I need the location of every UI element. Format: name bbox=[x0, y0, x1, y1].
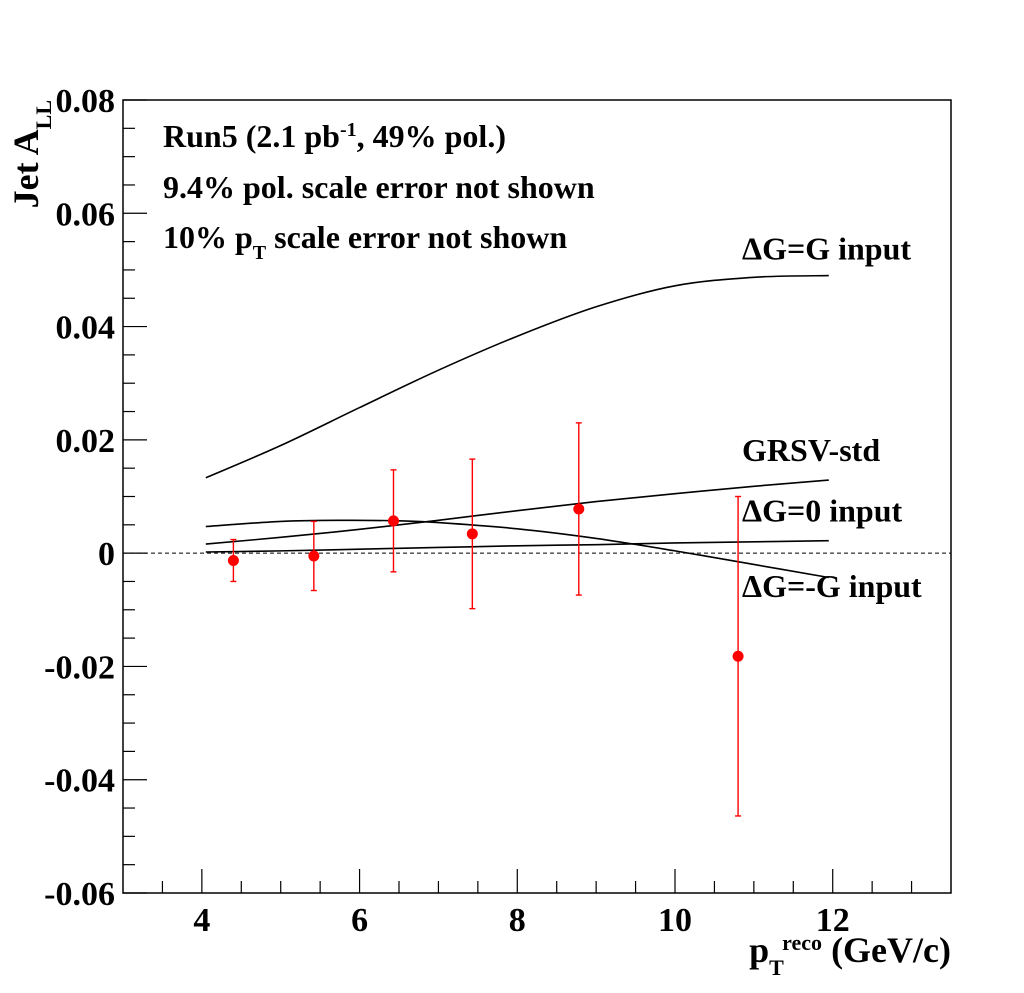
curve-ΔG=-G input bbox=[205, 519, 829, 579]
point-marker bbox=[573, 503, 585, 515]
annotations: Run5 (2.1 pb-1, 49% pol.) 9.4% pol. scale… bbox=[163, 118, 595, 264]
y-tick-label: 0 bbox=[98, 536, 115, 573]
tick-labels: -0.06 -0.04 -0.02 0 0.02 0.04 0.06 0.08 4 6 8 10 12 bbox=[44, 83, 850, 939]
x-tick-label: 4 bbox=[193, 902, 210, 939]
curve-label: ΔG=0 input bbox=[742, 492, 902, 528]
x-tick-label: 6 bbox=[351, 902, 368, 939]
x-tick-label: 10 bbox=[658, 902, 692, 939]
point-marker bbox=[387, 515, 399, 527]
annotation-line: 9.4% pol. scale error not shown bbox=[163, 169, 595, 205]
curve-labels: ΔG=G input GRSV-std ΔG=0 input ΔG=-G input bbox=[742, 231, 922, 604]
point-marker bbox=[466, 528, 478, 540]
curve-ΔG=G input bbox=[205, 274, 829, 479]
point-marker bbox=[308, 550, 320, 562]
x-tick-label: 12 bbox=[816, 902, 850, 939]
annotation-line: Run5 (2.1 pb-1, 49% pol.) bbox=[163, 118, 506, 154]
y-tick-label: -0.02 bbox=[44, 649, 115, 686]
data-point bbox=[732, 495, 744, 817]
curve-label: ΔG=G input bbox=[742, 231, 911, 267]
point-marker bbox=[732, 650, 744, 662]
data-point bbox=[573, 422, 585, 596]
y-tick-label: -0.06 bbox=[44, 876, 115, 913]
curve-label: GRSV-std bbox=[742, 432, 880, 468]
y-axis-label: Jet ALL bbox=[6, 100, 56, 208]
data-point bbox=[466, 458, 478, 610]
theory-curves bbox=[205, 274, 829, 579]
y-tick-label: -0.04 bbox=[44, 763, 115, 800]
data-point bbox=[387, 469, 399, 573]
curve-ΔG=0 input bbox=[205, 539, 829, 553]
y-tick-label: 0.02 bbox=[56, 423, 116, 460]
data-point bbox=[227, 538, 239, 583]
x-tick-label: 8 bbox=[509, 902, 526, 939]
data-point bbox=[308, 520, 320, 592]
annotation-line: 10% pT scale error not shown bbox=[163, 219, 567, 264]
curve-label: ΔG=-G input bbox=[742, 568, 922, 604]
y-tick-label: 0.08 bbox=[56, 83, 116, 120]
y-tick-label: 0.04 bbox=[56, 310, 116, 347]
point-marker bbox=[227, 555, 239, 567]
x-axis-label: pTreco (GeV/c) bbox=[749, 930, 951, 980]
y-tick-label: 0.06 bbox=[56, 196, 116, 233]
data-points bbox=[227, 422, 744, 817]
curve-GRSV-std bbox=[205, 479, 829, 545]
